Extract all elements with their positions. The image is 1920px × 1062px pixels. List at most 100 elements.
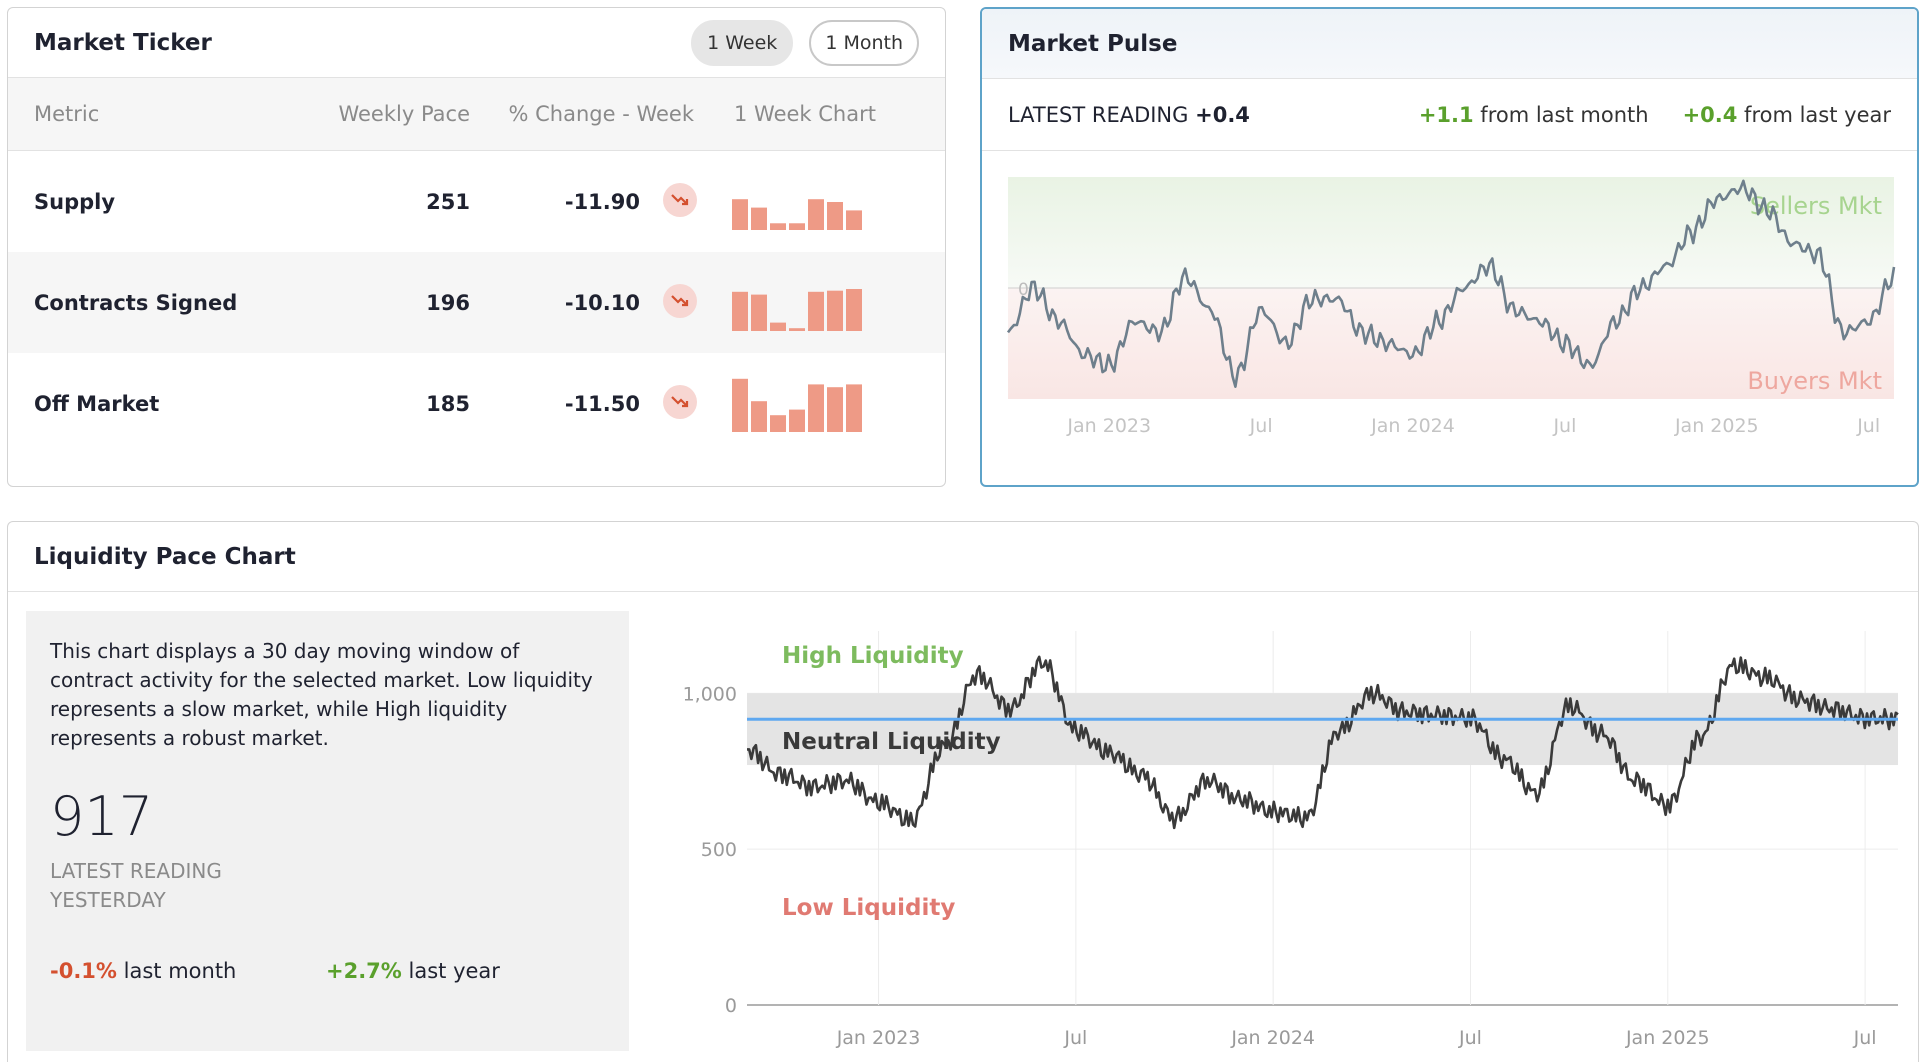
x-tick-label: Jan 2025 xyxy=(1674,415,1759,437)
column-header-weekly-pace[interactable]: Weekly Pace xyxy=(338,102,470,126)
buyers-region xyxy=(1008,288,1894,399)
row-weekly-pace: 251 xyxy=(426,189,470,214)
liquidity-description: This chart displays a 30 day moving wind… xyxy=(50,639,593,750)
sparkline-bar xyxy=(770,414,786,432)
sparkline-bar xyxy=(808,291,824,331)
liquidity-delta-year: +2.7% last year xyxy=(326,959,500,983)
buyers-label: Buyers Mkt xyxy=(1747,367,1882,395)
x-tick-label: Jul xyxy=(1552,415,1576,437)
y-tick-label: 500 xyxy=(701,839,737,861)
sparkline-bar xyxy=(846,209,862,230)
x-tick-label: Jan 2023 xyxy=(1066,415,1151,437)
sparkline-bar xyxy=(770,322,786,331)
x-tick-label: Jan 2024 xyxy=(1230,1027,1315,1049)
toggle-1-month[interactable]: 1 Month xyxy=(809,19,919,66)
table-row[interactable]: Supply 251 -11.90 xyxy=(8,151,945,252)
sparkline-bar xyxy=(808,198,824,230)
latest-reading-label: LATEST READING xyxy=(1008,102,1189,127)
neutral-liquidity-label: Neutral Liquidity xyxy=(782,729,1001,755)
x-tick-label: Jan 2024 xyxy=(1370,415,1455,437)
liquidity-pace-card: Liquidity Pace Chart This chart displays… xyxy=(7,521,1919,1062)
sparkline-bar xyxy=(751,400,767,432)
delta-month: +1.1 from last month xyxy=(1419,103,1649,127)
row-sparkline xyxy=(720,374,892,434)
delta-month-value: +1.1 xyxy=(1418,102,1474,127)
x-tick-label: Jul xyxy=(1853,1027,1877,1049)
liquidity-delta-year-value: +2.7% xyxy=(326,959,402,983)
sparkline-bar xyxy=(827,290,843,331)
sparkline-bar xyxy=(827,386,843,432)
table-row[interactable]: Off Market 185 -11.50 xyxy=(8,353,945,454)
x-tick-label: Jan 2023 xyxy=(836,1027,921,1049)
ticker-column-headers: Metric Weekly Pace % Change - Week 1 Wee… xyxy=(8,78,945,151)
sparkline-bar xyxy=(808,383,824,432)
row-weekly-pace: 185 xyxy=(426,391,470,416)
sparkline-chart xyxy=(732,198,862,230)
x-tick-label: Jul xyxy=(1458,1027,1482,1049)
market-pulse-chart[interactable]: 0 Sellers Mkt Buyers Mkt Jan 2023 Jul Jan … xyxy=(982,152,1917,452)
liquidity-pace-chart[interactable]: 0 500 1,000 Jan 2023 Jul Jan 2024 Jul Jan 2025… xyxy=(648,611,1913,1061)
column-header-change[interactable]: % Change - Week xyxy=(508,102,695,126)
latest-reading-value: +0.4 xyxy=(1195,102,1250,127)
sparkline-bar xyxy=(789,222,805,230)
delta-year: +0.4 from last year xyxy=(1683,103,1891,127)
table-row[interactable]: Contracts Signed 196 -10.10 xyxy=(8,252,945,353)
liquidity-series-line xyxy=(747,655,1899,830)
row-sparkline xyxy=(720,172,892,232)
liquidity-delta-month: -0.1% last month xyxy=(50,959,326,983)
x-tick-label: Jul xyxy=(1063,1027,1087,1049)
delta-year-label: from last year xyxy=(1744,102,1891,127)
column-header-metric[interactable]: Metric xyxy=(34,102,100,126)
x-tick-label: Jul xyxy=(1856,415,1880,437)
sparkline-chart xyxy=(732,378,862,432)
row-change: -10.10 xyxy=(564,290,640,315)
row-sparkline xyxy=(720,273,892,333)
liquidity-latest-label: LATEST READING YESTERDAY xyxy=(50,859,222,912)
period-toggle-group: 1 Week 1 Month xyxy=(691,19,919,66)
market-pulse-title: Market Pulse xyxy=(1008,30,1178,57)
sparkline-bar xyxy=(789,409,805,432)
market-pulse-header: Market Pulse xyxy=(982,9,1917,79)
low-liquidity-label: Low Liquidity xyxy=(782,895,955,921)
sparkline-bar xyxy=(732,291,748,331)
market-pulse-card: Market Pulse LATEST READING +0.4 +1.1 fr… xyxy=(980,7,1919,487)
row-weekly-pace: 196 xyxy=(426,290,470,315)
toggle-1-week[interactable]: 1 Week xyxy=(691,19,794,66)
liquidity-deltas: -0.1% last month +2.7% last year xyxy=(50,959,605,983)
liquidity-pace-title: Liquidity Pace Chart xyxy=(34,543,296,570)
liquidity-delta-year-label: last year xyxy=(408,959,500,983)
high-liquidity-label: High Liquidity xyxy=(782,643,964,669)
x-tick-label: Jan 2025 xyxy=(1625,1027,1710,1049)
market-ticker-card: Market Ticker 1 Week 1 Month Metric Week… xyxy=(7,7,946,487)
pulse-series-line xyxy=(1006,179,1896,388)
delta-month-label: from last month xyxy=(1480,102,1649,127)
sparkline-bar xyxy=(770,222,786,230)
liquidity-latest-value: 917 xyxy=(50,785,154,848)
sparkline-bar xyxy=(732,378,748,432)
market-ticker-title: Market Ticker xyxy=(34,29,212,56)
row-change: -11.90 xyxy=(564,189,640,214)
liquidity-delta-month-label: last month xyxy=(123,959,237,983)
sparkline-bar xyxy=(846,383,862,432)
liquidity-delta-month-value: -0.1% xyxy=(50,959,117,983)
trend-down-icon xyxy=(663,384,697,419)
sparkline-chart xyxy=(732,288,862,331)
trend-down-icon xyxy=(663,182,697,217)
row-change: -11.50 xyxy=(564,391,640,416)
trend-down-icon xyxy=(663,283,697,318)
pulse-x-axis: Jan 2023 Jul Jan 2024 Jul Jan 2025 Jul xyxy=(1066,415,1880,437)
liquidity-info-panel: This chart displays a 30 day moving wind… xyxy=(26,611,629,1051)
liquidity-grid xyxy=(747,631,1898,1006)
liquidity-pace-header: Liquidity Pace Chart xyxy=(8,522,1918,592)
sparkline-bar xyxy=(732,198,748,230)
row-trend xyxy=(640,182,720,219)
delta-year-value: +0.4 xyxy=(1682,102,1738,127)
ticker-rows: Supply 251 -11.90 Contracts Signed 196 -… xyxy=(8,151,945,454)
zero-label: 0 xyxy=(1018,280,1029,300)
row-trend xyxy=(640,283,720,320)
sparkline-bar xyxy=(827,201,843,230)
x-tick-label: Jul xyxy=(1249,415,1273,437)
row-metric: Supply xyxy=(34,189,116,214)
row-metric: Off Market xyxy=(34,391,160,416)
liquidity-x-axis: Jan 2023 Jul Jan 2024 Jul Jan 2025 Jul xyxy=(836,1027,1877,1049)
